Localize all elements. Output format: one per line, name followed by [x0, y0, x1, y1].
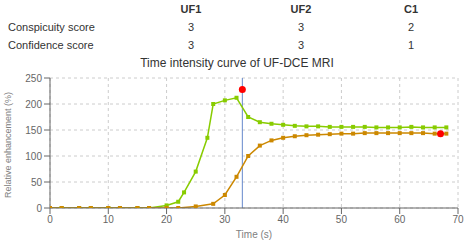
- html-text:UF2: UF2: [290, 3, 312, 15]
- svg-text:200: 200: [25, 99, 42, 110]
- svg-text:20: 20: [161, 214, 173, 225]
- html-text:Time intensity curve of UF-DCE: Time intensity curve of UF-DCE MRI: [140, 56, 334, 70]
- svg-text:50: 50: [31, 177, 43, 188]
- svg-text:10: 10: [103, 214, 115, 225]
- svg-text:Time (s): Time (s): [236, 229, 272, 240]
- svg-text:40: 40: [278, 214, 290, 225]
- html-text:2: 2: [407, 21, 415, 33]
- html-text:C1: C1: [404, 3, 418, 15]
- html-text:UF1: UF1: [180, 3, 202, 15]
- html-text:Confidence score: Confidence score: [8, 39, 94, 51]
- svg-text:50: 50: [336, 214, 348, 225]
- svg-text:0: 0: [47, 214, 53, 225]
- html-text:3: 3: [297, 21, 305, 33]
- svg-text:60: 60: [394, 214, 406, 225]
- html-text:Conspicuity score: Conspicuity score: [8, 21, 95, 33]
- html-text:3: 3: [187, 21, 195, 33]
- svg-text:0: 0: [36, 203, 42, 214]
- html-text:1: 1: [407, 39, 415, 51]
- svg-text:70: 70: [452, 214, 464, 225]
- svg-text:250: 250: [25, 73, 42, 84]
- svg-text:Relative enhancement (%): Relative enhancement (%): [8, 92, 13, 198]
- svg-text:150: 150: [25, 125, 42, 136]
- svg-text:30: 30: [219, 214, 231, 225]
- html-text:3: 3: [297, 39, 305, 51]
- html-text:3: 3: [187, 39, 195, 51]
- svg-text:100: 100: [25, 151, 42, 162]
